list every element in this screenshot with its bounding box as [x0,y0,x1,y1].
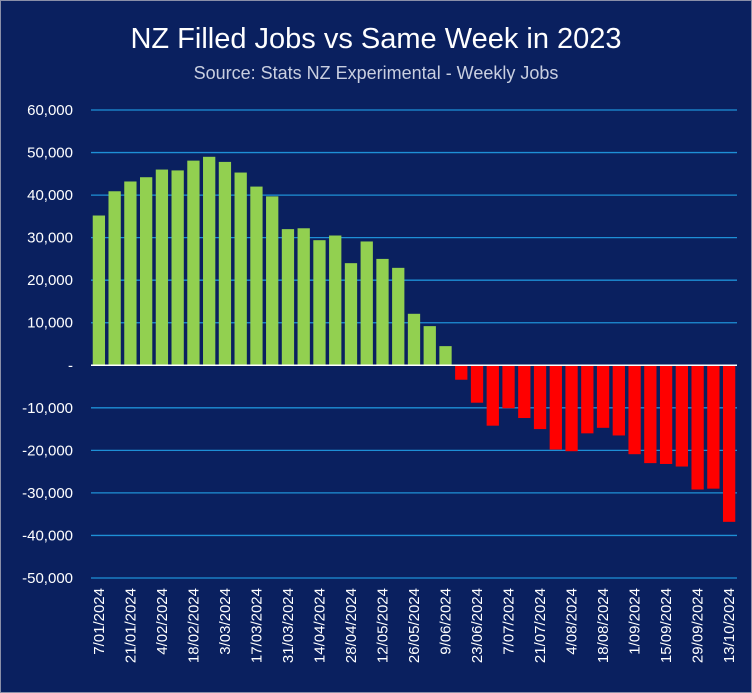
x-tick-label: 4/02/2024 [154,588,171,655]
bar [407,313,421,366]
bar [644,365,657,464]
x-tick-label: 13/10/2024 [721,588,738,663]
x-tick-label: 14/04/2024 [311,588,328,663]
bar [392,267,405,366]
bar [187,160,200,366]
x-tick-label: 18/08/2024 [595,588,612,663]
x-tick-label: 21/07/2024 [532,588,549,663]
bar [675,365,688,467]
x-tick-label: 4/08/2024 [564,588,581,655]
chart-subtitle: Source: Stats NZ Experimental - Weekly J… [193,63,559,83]
x-tick-label: 3/03/2024 [217,588,234,655]
bar [581,365,594,434]
bar [470,365,484,403]
bar [722,365,736,522]
y-tick-label: -20,000 [22,442,73,459]
x-tick-label: 31/03/2024 [280,588,297,663]
bar [439,346,452,366]
bar [329,235,342,366]
bar [659,365,673,464]
y-tick-label: 50,000 [27,145,73,162]
bar [313,240,326,366]
bars [92,156,736,522]
x-tick-label: 29/09/2024 [690,588,707,663]
bar [628,365,641,455]
bar [707,365,720,489]
bar [171,170,184,366]
x-tick-label: 9/06/2024 [438,588,455,655]
bar [691,365,704,490]
x-tick-label: 7/01/2024 [91,588,108,655]
bar [203,156,216,366]
y-tick-label: 10,000 [27,315,73,332]
bar [124,181,137,366]
bar [234,172,247,366]
x-tick-label: 12/05/2024 [374,588,391,663]
x-tick-label: 7/07/2024 [501,588,518,655]
bar [502,365,515,409]
y-tick-label: - [68,357,73,374]
x-tick-label: 1/09/2024 [627,588,644,655]
y-tick-label: -50,000 [22,570,73,587]
bar [376,258,389,366]
bar [549,365,562,450]
y-axis: 60,000 50,000 40,000 30,000 20,000 10,000 - -10… [22,102,73,587]
bar [266,196,279,366]
chart-title: NZ Filled Jobs vs Same Week in 2023 [130,23,622,55]
bar [423,326,436,366]
bar [612,365,625,436]
bar [281,229,295,366]
bar [533,365,547,430]
x-tick-label: 17/03/2024 [248,588,265,663]
bar [565,365,578,452]
bar [455,365,468,380]
x-tick-label: 23/06/2024 [469,588,486,663]
y-tick-label: 30,000 [27,230,73,247]
x-tick-label: 21/01/2024 [122,588,139,663]
x-tick-label: 18/02/2024 [185,588,202,663]
bar [344,263,358,366]
bar [218,161,232,366]
bar [92,215,106,366]
x-tick-label: 26/05/2024 [406,588,423,663]
y-tick-label: 60,000 [27,102,73,119]
bar [360,241,373,366]
bar [297,228,310,366]
bar [518,365,531,419]
bar [596,365,610,428]
y-tick-label: 40,000 [27,187,73,204]
x-tick-label: 15/09/2024 [658,588,675,663]
x-axis: 7/01/2024 21/01/2024 4/02/2024 18/02/2024 3/… [91,364,738,663]
bar [250,186,263,366]
y-tick-label: -30,000 [22,485,73,502]
y-tick-label: -10,000 [22,400,73,417]
bar [108,191,121,366]
bar [155,169,169,366]
y-tick-label: -40,000 [22,527,73,544]
x-tick-label: 28/04/2024 [343,588,360,663]
bar [486,365,499,426]
bar [140,177,153,366]
y-tick-label: 20,000 [27,272,73,289]
